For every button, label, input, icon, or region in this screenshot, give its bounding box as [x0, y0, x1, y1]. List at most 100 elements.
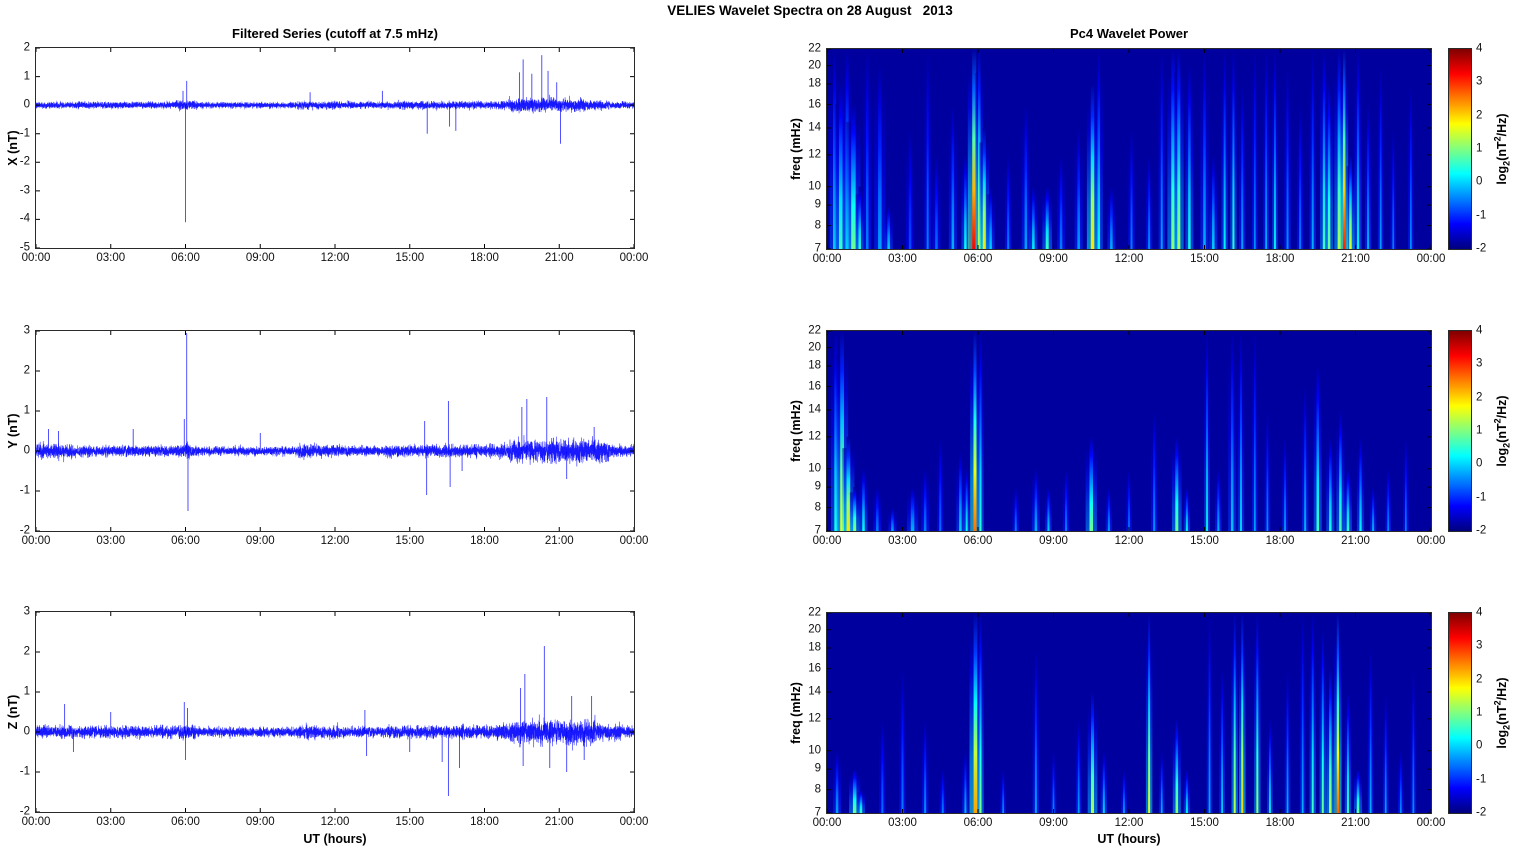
x-tick-label: 15:00 [395, 816, 425, 828]
x-tick-label: 00:00 [1416, 817, 1446, 829]
x-tick-label: 06:00 [171, 535, 200, 547]
colorbar-tick-label: -2 [1476, 806, 1487, 819]
colorbar-canvas-1 [1449, 49, 1471, 249]
colorbar-tick-label: 2 [1476, 672, 1483, 685]
freq-tick-label: 16 [808, 661, 821, 674]
x-tick-label: 00:00 [812, 535, 842, 547]
x-tick-label: 00:00 [21, 535, 51, 547]
x-tick-label: 21:00 [544, 816, 574, 828]
timeseries-canvas-x [36, 48, 634, 248]
freq-tick-label: 10 [808, 461, 821, 474]
timeseries-panel-x: 2 1 0 -1 -2 -3 -4 -5 00:00 03:00 06:00 09:00 12:00 15… [20, 42, 649, 264]
freq-tick-label: 20 [808, 58, 821, 71]
x-tick-label: 21:00 [1341, 535, 1370, 547]
freq-tick-label: 16 [808, 97, 821, 110]
freq-tick-label: 18 [808, 77, 821, 90]
right-column-title: Pc4 Wavelet Power [1069, 26, 1189, 41]
freq-tick-label: 9 [814, 480, 821, 493]
y-tick-label: 1 [23, 404, 30, 417]
x-tick-label: 12:00 [320, 816, 350, 828]
x-tick-label: 18:00 [470, 535, 499, 547]
freq-tick-label: 18 [808, 641, 821, 654]
x-tick-label: 00:00 [619, 535, 649, 547]
x-tick-label: 09:00 [245, 535, 275, 547]
y-tick-label: 0 [23, 725, 30, 738]
colorbar-tick-label: 2 [1476, 108, 1483, 121]
colorbar-tick-label: 3 [1476, 357, 1483, 370]
x-tick-label: 06:00 [963, 535, 993, 547]
colorbar-canvas-3 [1449, 613, 1471, 813]
x-tick-label: 21:00 [1341, 817, 1370, 829]
x-tick-label: 00:00 [812, 817, 842, 829]
x-tick-label: 00:00 [619, 816, 649, 828]
timeseries-panel-z: 3 2 1 0 -1 -2 00:00 03:00 06:00 09:00 12:00 15:00 18… [20, 606, 649, 828]
colorbar-tick-label: 3 [1476, 75, 1483, 88]
freq-tick-label: 12 [808, 430, 821, 443]
colorbar-label-2: log2(nT2/Hz) [1492, 395, 1512, 467]
colorbar-tick-label: -2 [1476, 242, 1487, 255]
y-tick-label: -2 [19, 524, 30, 537]
x-tick-label: 18:00 [1265, 817, 1295, 829]
x-tick-label: 15:00 [1190, 253, 1219, 265]
x-tick-label: 03:00 [888, 535, 917, 547]
freq-tick-label: 7 [814, 524, 821, 537]
figure-title: VELIES Wavelet Spectra on 28 August 2013 [667, 3, 953, 18]
colorbar-tick-label: 4 [1476, 606, 1483, 619]
colorbar-tick-label: 0 [1476, 457, 1483, 470]
freq-tick-label: 10 [808, 179, 821, 192]
x-tick-label: 06:00 [963, 253, 993, 265]
wavelet-panel-z: 22 20 18 16 14 12 10 9 8 7 00:00 03:00 06:00 09:00 12:… [808, 607, 1445, 829]
freq-tick-label: 22 [808, 324, 821, 337]
x-tick-label: 15:00 [395, 252, 425, 264]
y-tick-label: -1 [19, 765, 30, 778]
colorbar-2: 4 3 2 1 0 -1 -2 [1448, 325, 1486, 536]
x-tick-label: 12:00 [320, 535, 350, 547]
timeseries-canvas-y [36, 331, 634, 531]
x-tick-label: 00:00 [1416, 535, 1446, 547]
freq-axis-label-1: freq (mHz) [789, 118, 803, 180]
freq-axis-label-3: freq (mHz) [789, 682, 803, 744]
x-tick-label: 06:00 [171, 252, 200, 264]
wavelet-canvas-x [827, 49, 1431, 249]
freq-tick-label: 7 [814, 242, 821, 255]
x-tick-label: 18:00 [470, 816, 499, 828]
freq-tick-label: 8 [814, 782, 821, 795]
freq-tick-label: 16 [808, 379, 821, 392]
freq-tick-label: 14 [808, 685, 821, 698]
freq-tick-label: 12 [808, 148, 821, 161]
x-tick-label: 09:00 [245, 252, 275, 264]
freq-tick-label: 9 [814, 762, 821, 775]
colorbar-canvas-2 [1449, 331, 1471, 531]
x-tick-label: 12:00 [1114, 817, 1144, 829]
wavelet-panel-x: 22 20 18 16 14 12 10 9 8 7 00:00 03:00 06:00 09:00 12:… [808, 43, 1445, 265]
y-tick-label: 2 [23, 364, 30, 377]
freq-tick-label: 12 [808, 712, 821, 725]
y-axis-label-x: X (nT) [6, 130, 20, 166]
colorbar-tick-label: 4 [1476, 324, 1483, 337]
colorbar-tick-label: 0 [1476, 739, 1483, 752]
freq-tick-label: 14 [808, 121, 821, 134]
y-tick-label: -5 [19, 241, 30, 254]
x-tick-label: 03:00 [888, 817, 917, 829]
freq-tick-label: 7 [814, 806, 821, 819]
x-tick-label: 18:00 [1265, 535, 1295, 547]
x-axis-label-left: UT (hours) [303, 832, 367, 846]
x-tick-label: 09:00 [1039, 535, 1068, 547]
y-tick-label: -1 [19, 484, 30, 497]
colorbar-tick-label: -1 [1476, 208, 1487, 221]
x-tick-label: 00:00 [619, 252, 649, 264]
timeseries-panel-y: 3 2 1 0 -1 -2 00:00 03:00 06:00 09:00 12:00 15:00 18… [20, 325, 649, 547]
freq-tick-label: 20 [808, 622, 821, 635]
freq-tick-label: 18 [808, 359, 821, 372]
colorbar-tick-label: -1 [1476, 772, 1487, 785]
freq-tick-label: 10 [808, 743, 821, 756]
x-tick-label: 21:00 [1341, 253, 1370, 265]
x-tick-label: 12:00 [320, 252, 350, 264]
y-tick-label: 3 [23, 605, 30, 618]
y-tick-label: -3 [19, 184, 30, 197]
colorbar-tick-label: 2 [1476, 390, 1483, 403]
colorbar-3: 4 3 2 1 0 -1 -2 [1448, 607, 1486, 818]
colorbar-tick-label: 0 [1476, 175, 1483, 188]
y-tick-label: 2 [23, 645, 30, 658]
x-tick-label: 15:00 [1190, 817, 1219, 829]
